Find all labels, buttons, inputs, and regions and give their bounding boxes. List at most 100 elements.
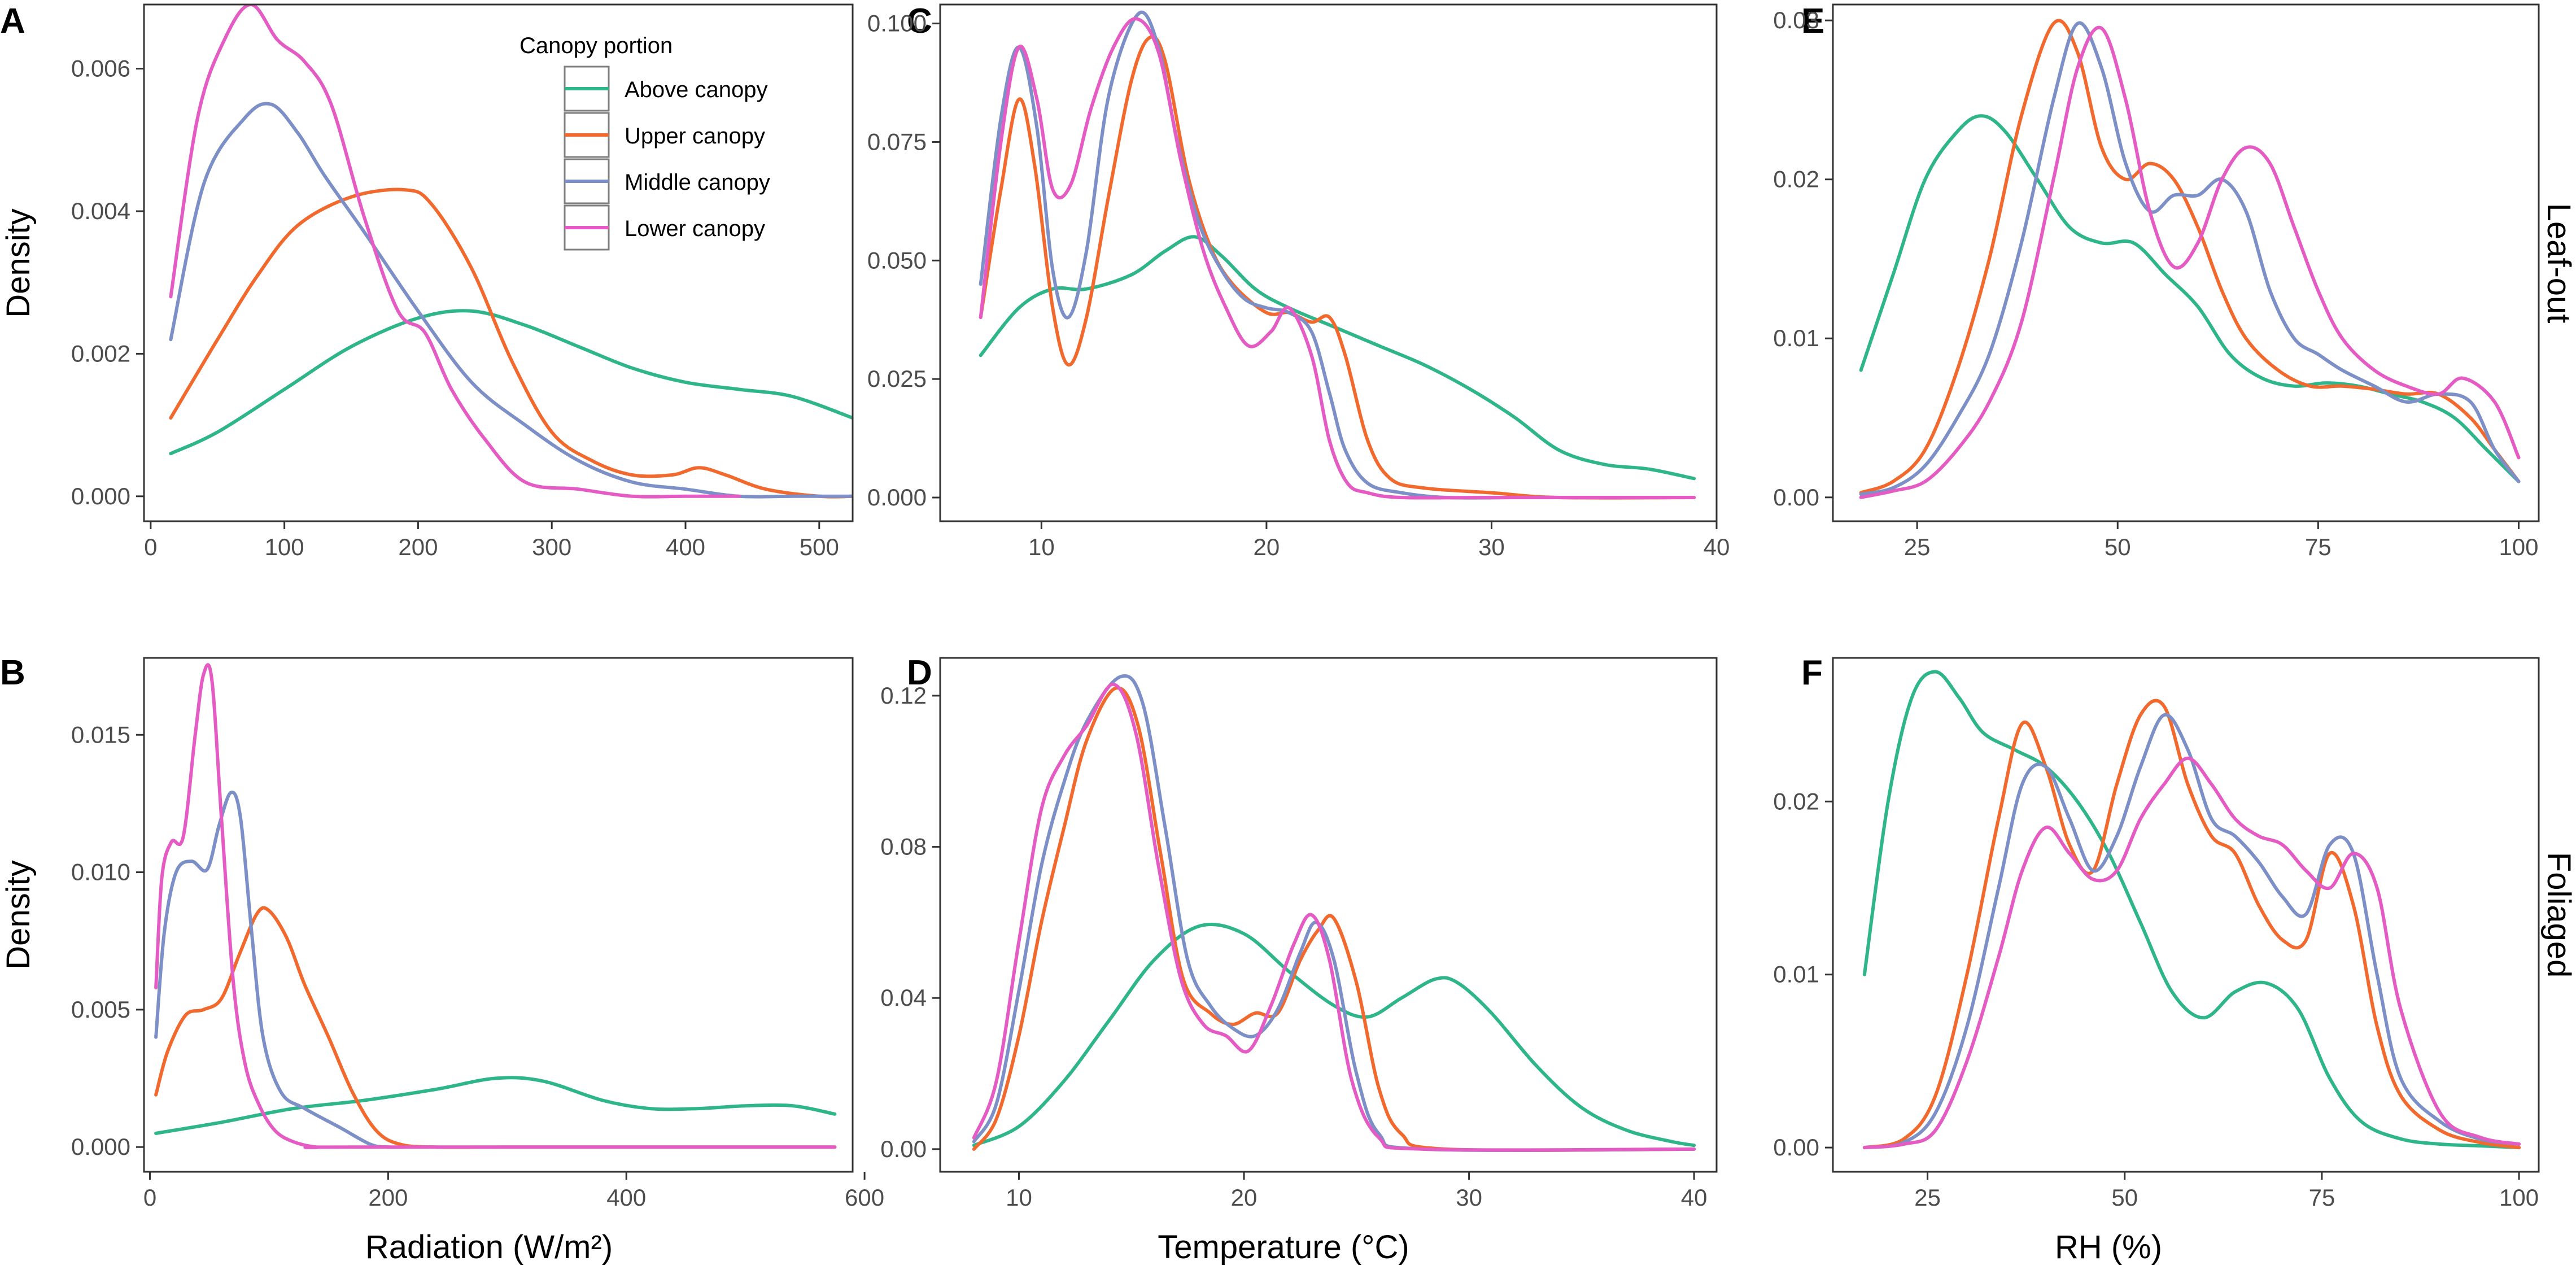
x-tick-label-D: 20 xyxy=(1231,1184,1258,1211)
series-line-middle-B xyxy=(154,791,408,1149)
legend-label-above: Above canopy xyxy=(625,77,768,102)
panel-letter-D: D xyxy=(907,653,932,692)
series-line-upper-A xyxy=(169,187,853,499)
x-tick-label-B: 200 xyxy=(368,1184,408,1211)
panel-letter-A: A xyxy=(0,2,25,41)
series-line-lower-F xyxy=(1862,756,2521,1150)
series-line-lower-A xyxy=(169,5,741,499)
legend-title: Canopy portion xyxy=(519,33,673,58)
panel-E-rh-leaf-out: E 25 50 75 100 0.00 0.01 0.02 0.03 xyxy=(1773,2,2540,560)
y-tick-label-A: 0.002 xyxy=(71,340,130,367)
x-tick-label-F: 50 xyxy=(2111,1184,2138,1211)
y-tick-label-D: 0.08 xyxy=(880,834,927,860)
y-tick-label-F: 0.01 xyxy=(1773,961,1819,988)
x-tick-label-A: 400 xyxy=(666,534,705,560)
series-line-above-A xyxy=(169,309,853,456)
series-line-lower-D xyxy=(972,682,1696,1152)
legend-item-middle: Middle canopy xyxy=(564,158,770,204)
x-tick-label-A: 500 xyxy=(800,534,839,560)
series-line-above-C xyxy=(979,235,1696,481)
y-tick-label-C: 0.100 xyxy=(867,10,927,37)
panel-frame-D xyxy=(939,657,1718,1173)
series-line-above-F xyxy=(1862,670,2521,1150)
x-tick-label-A: 100 xyxy=(265,534,304,560)
y-tick-label-D: 0.04 xyxy=(880,984,927,1011)
x-tick-label-C: 10 xyxy=(1028,534,1055,560)
series-line-middle-F xyxy=(1862,713,2521,1150)
panel-frame-A xyxy=(143,3,854,522)
panel-F-rh-foliaged: F 25 50 75 100 0.00 0.01 0.02 xyxy=(1773,653,2540,1211)
x-tick-label-F: 100 xyxy=(2499,1184,2539,1211)
x-axis-title-rh: RH (%) xyxy=(2055,1229,2162,1266)
x-axis-title-radiation: Radiation (W/m²) xyxy=(365,1229,613,1266)
panel-D-temperature-foliaged: D 10 20 30 40 0.00 0.04 0.08 0.12 xyxy=(880,653,1718,1211)
x-tick-label-D: 10 xyxy=(1006,1184,1032,1211)
panel-F-series xyxy=(1862,670,2521,1150)
y-tick-label-C: 0.050 xyxy=(867,247,927,273)
series-line-above-E xyxy=(1859,114,2521,483)
y-tick-label-B: 0.015 xyxy=(71,721,130,748)
series-line-upper-F xyxy=(1862,699,2521,1150)
panel-C-series xyxy=(979,11,1696,500)
panel-A-series xyxy=(169,5,853,499)
y-tick-label-C: 0.025 xyxy=(867,365,927,392)
x-tick-label-E: 100 xyxy=(2499,534,2538,560)
x-tick-label-E: 75 xyxy=(2305,534,2332,560)
y-tick-label-E: 0.03 xyxy=(1773,7,1819,33)
legend-item-upper: Upper canopy xyxy=(564,112,765,158)
panel-frame-B xyxy=(143,657,854,1173)
y-tick-label-C: 0.075 xyxy=(867,128,927,155)
series-line-middle-E xyxy=(1859,21,2521,496)
legend-label-middle: Middle canopy xyxy=(625,170,770,195)
panel-frame-E xyxy=(1832,3,2540,522)
legend-item-lower: Lower canopy xyxy=(564,204,765,251)
series-line-lower-B xyxy=(154,663,837,1149)
panel-E-series xyxy=(1859,19,2521,499)
x-tick-label-B: 0 xyxy=(143,1184,156,1211)
series-line-upper-E xyxy=(1859,19,2521,495)
x-tick-label-C: 20 xyxy=(1254,534,1280,560)
x-tick-label-D: 40 xyxy=(1681,1184,1708,1211)
series-line-lower-C xyxy=(979,17,1696,500)
strip-label-foliaged: Foliaged xyxy=(2540,852,2576,978)
series-line-middle-D xyxy=(972,674,1696,1152)
series-line-middle-A xyxy=(169,102,853,499)
x-tick-label-C: 40 xyxy=(1704,534,1730,560)
panel-letter-B: B xyxy=(0,653,25,692)
y-tick-label-E: 0.01 xyxy=(1773,325,1819,351)
y-tick-label-A: 0.000 xyxy=(71,483,130,509)
legend-label-lower: Lower canopy xyxy=(625,216,765,241)
y-tick-label-C: 0.000 xyxy=(867,484,927,511)
panel-letter-E: E xyxy=(1801,2,1824,41)
x-tick-label-F: 75 xyxy=(2309,1184,2335,1211)
x-tick-label-A: 300 xyxy=(532,534,571,560)
x-tick-label-F: 25 xyxy=(1914,1184,1941,1211)
x-axis-title-temperature: Temperature (°C) xyxy=(1158,1229,1409,1266)
legend-label-upper: Upper canopy xyxy=(625,124,765,149)
legend: Canopy portion Above canopy Upper canopy… xyxy=(519,33,770,251)
y-tick-label-A: 0.006 xyxy=(71,55,130,82)
series-line-above-D xyxy=(972,923,1696,1148)
y-axis-title-top: Density xyxy=(0,208,37,317)
panel-A-radiation-leaf-out: A 0 100 200 300 400 500 0.000 0.002 0.004 0.006 xyxy=(0,2,854,560)
x-tick-label-B: 400 xyxy=(606,1184,646,1211)
y-tick-label-B: 0.005 xyxy=(71,996,130,1023)
x-tick-label-B: 600 xyxy=(845,1184,884,1211)
panel-B-series xyxy=(154,663,837,1149)
panel-letter-F: F xyxy=(1801,653,1823,692)
y-tick-label-B: 0.000 xyxy=(71,1133,130,1160)
y-tick-label-B: 0.010 xyxy=(71,859,130,885)
y-tick-label-E: 0.00 xyxy=(1773,484,1819,511)
legend-item-above: Above canopy xyxy=(564,66,768,112)
series-line-above-B xyxy=(154,1076,837,1135)
series-line-lower-E xyxy=(1859,25,2521,499)
y-tick-label-A: 0.004 xyxy=(71,198,130,224)
strip-label-leaf-out: Leaf-out xyxy=(2540,203,2576,324)
panel-frame-C xyxy=(939,3,1718,522)
x-tick-label-E: 50 xyxy=(2105,534,2131,560)
panel-frame-F xyxy=(1832,657,2540,1173)
panel-letter-C: C xyxy=(907,2,932,41)
y-tick-label-D: 0.00 xyxy=(880,1136,927,1162)
y-tick-label-F: 0.02 xyxy=(1773,788,1819,814)
